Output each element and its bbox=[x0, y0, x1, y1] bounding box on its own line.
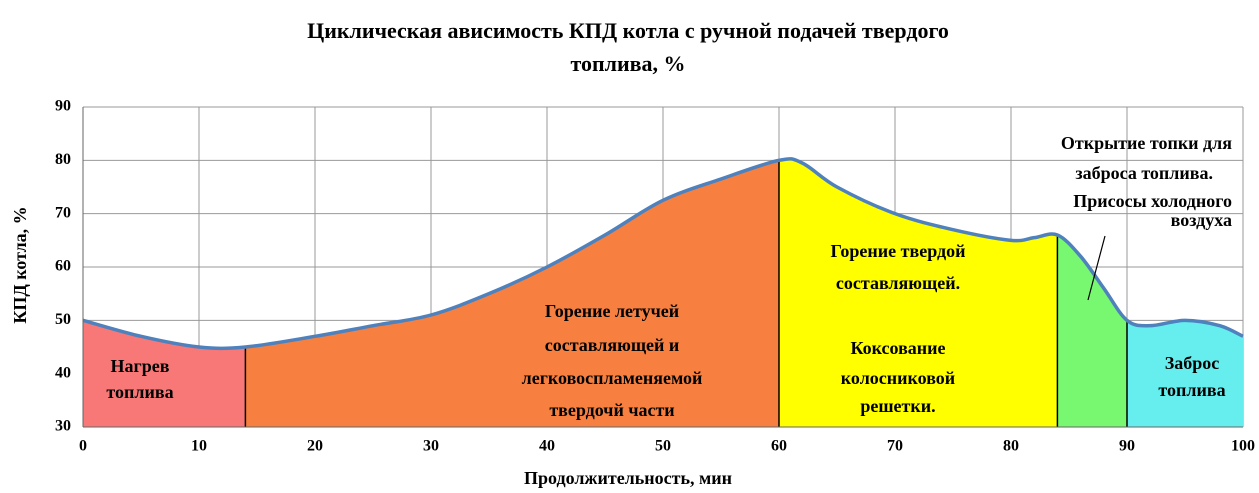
chart-title: топлива, % bbox=[570, 51, 685, 76]
x-tick-label: 90 bbox=[1119, 438, 1135, 455]
line bbox=[82, 157, 1244, 351]
region-label: Горение твердой bbox=[831, 241, 966, 261]
annotation: заброса топлива. bbox=[1075, 163, 1213, 183]
y-axis-label: КПД котла, % bbox=[10, 206, 30, 323]
x-tick-label: 80 bbox=[1003, 438, 1019, 455]
region-fill bbox=[1127, 320, 1243, 427]
region-fill bbox=[245, 160, 779, 427]
region-label: топлива bbox=[106, 382, 173, 402]
x-tick-label: 100 bbox=[1231, 438, 1255, 455]
x-tick-label: 60 bbox=[771, 438, 787, 455]
region-fill bbox=[83, 320, 246, 427]
y-tick-label: 90 bbox=[55, 98, 71, 115]
annotation: Присосы холодного bbox=[1073, 191, 1232, 211]
region-label: колосниковой bbox=[841, 368, 955, 388]
region-label: составляющей. bbox=[836, 273, 960, 293]
region-label: Заброс bbox=[1165, 353, 1220, 373]
region-label: твердочй части bbox=[549, 400, 674, 420]
annotation: воздуха bbox=[1171, 210, 1232, 230]
region-fill bbox=[779, 158, 1058, 427]
region-label: составляющей и bbox=[545, 335, 680, 355]
x-tick-label: 0 bbox=[79, 438, 87, 455]
annotation: Открытие топки для bbox=[1061, 133, 1232, 153]
x-tick-label: 30 bbox=[423, 438, 439, 455]
region-label: решетки. bbox=[860, 396, 935, 416]
chart-title: Циклическая ависимость КПД котла с ручно… bbox=[307, 18, 949, 43]
x-tick-label: 10 bbox=[191, 438, 207, 455]
y-tick-label: 50 bbox=[55, 311, 71, 328]
x-tick-label: 20 bbox=[307, 438, 323, 455]
y-tick-label: 30 bbox=[55, 418, 71, 435]
annotation-pointer bbox=[1087, 235, 1106, 301]
y-tick-label: 40 bbox=[55, 364, 71, 381]
y-tick-label: 70 bbox=[55, 204, 71, 221]
x-tick-label: 50 bbox=[655, 438, 671, 455]
region-label: легковоспламеняемой bbox=[522, 368, 703, 388]
y-tick-label: 80 bbox=[55, 151, 71, 168]
x-axis-label: Продолжительность, мин bbox=[524, 468, 732, 488]
region-label: Нагрев bbox=[111, 356, 170, 376]
region-label: Горение летучей bbox=[545, 301, 679, 321]
region-label: топлива bbox=[1158, 380, 1225, 400]
y-tick-label: 60 bbox=[55, 258, 71, 275]
region-label: Коксование bbox=[850, 338, 945, 358]
x-tick-label: 40 bbox=[539, 438, 555, 455]
region-fill bbox=[1057, 235, 1128, 427]
x-tick-label: 70 bbox=[887, 438, 903, 455]
